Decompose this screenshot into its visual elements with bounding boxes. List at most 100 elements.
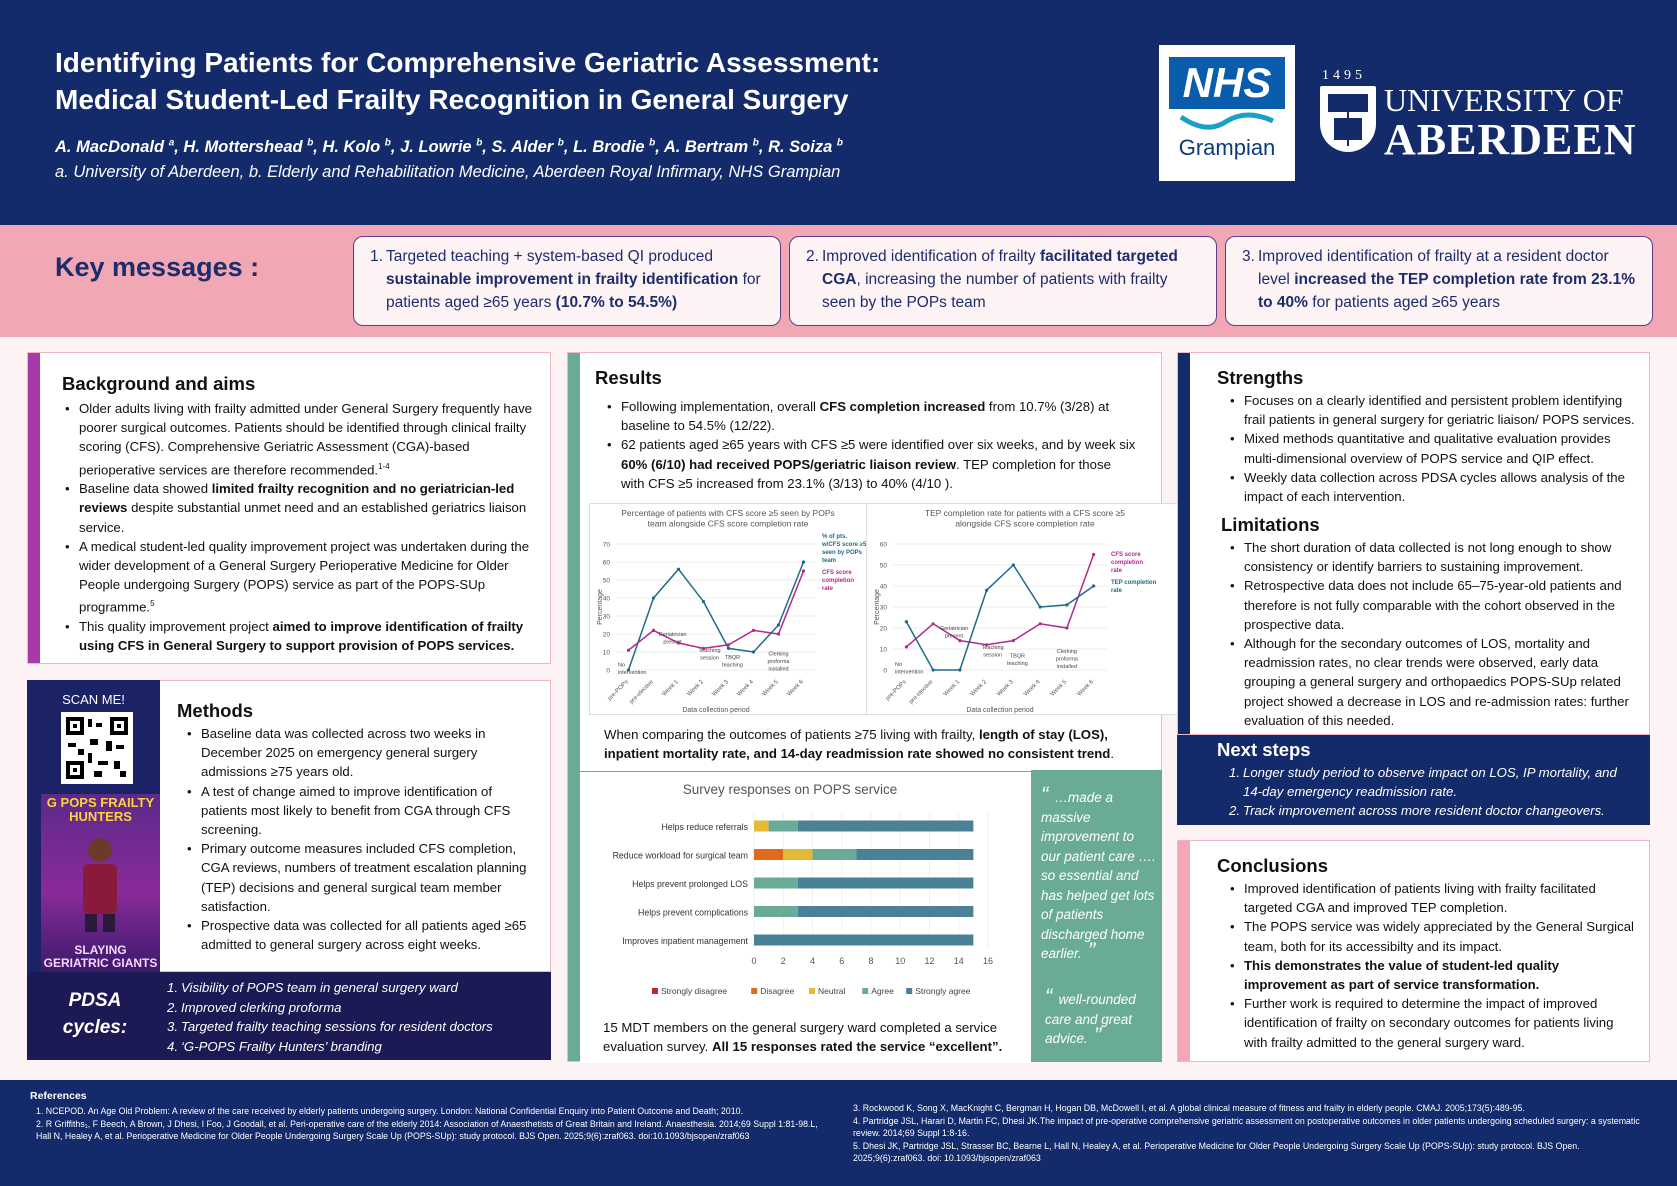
x-axis-label: Data collection period: [966, 707, 1033, 714]
x-axis-label: Data collection period: [682, 707, 749, 714]
pdsa-list: 1. Visibility of POPS team in general sur…: [167, 978, 493, 1056]
y-tick-label: 0: [883, 668, 887, 675]
pdsa-label: PDSA cycles:: [62, 990, 128, 1038]
y-tick-label: 60: [880, 542, 888, 549]
bar-segment: [812, 849, 857, 860]
x-tick-label: 6: [839, 956, 844, 966]
x-tick-label: 4: [810, 956, 815, 966]
x-tick-label: 8: [868, 956, 873, 966]
author-name: , H. Mottershead b: [174, 137, 314, 156]
x-tick-label: Week 5: [1050, 679, 1069, 698]
bar-segment: [797, 906, 974, 917]
data-point: [958, 668, 962, 672]
data-point: [1038, 622, 1042, 626]
author-name: , H. Kolo b: [313, 137, 391, 156]
data-point: [626, 648, 631, 652]
bar-segment: [754, 820, 769, 832]
bar-segment: [768, 820, 798, 832]
list-item: 4. ‘G-POPS Frailty Hunters’ branding: [167, 1038, 382, 1054]
nhs-grampian-text: Grampian: [1178, 135, 1276, 160]
data-point: [1011, 639, 1015, 643]
x-tick-label: Week 6: [1076, 679, 1095, 698]
series-line: [628, 570, 805, 651]
data-point: [776, 623, 781, 627]
data-point: [751, 628, 756, 632]
references-title: References: [30, 1090, 87, 1102]
author-list: A. MacDonald a, H. Mottershead b, H. Kol…: [55, 137, 843, 157]
chart-annotation: No intervention: [618, 662, 646, 676]
author-name: , L. Brodie b: [563, 137, 656, 156]
conclusions-title: Conclusions: [1217, 855, 1329, 876]
legend-swatch: [809, 988, 815, 994]
list-item: 62 patients aged ≥65 years with CFS ≥5 w…: [607, 435, 1137, 493]
chart-annotation: Teaching session: [982, 645, 1004, 659]
tep-line-chart: TEP completion rate for patients with a …: [874, 508, 1157, 714]
outcome-text: When comparing the outcomes of patients …: [604, 727, 1115, 762]
category-label: Reduce workload for surgical team: [613, 851, 748, 861]
next-steps-panel: Next steps 1. Longer study period to obse…: [1177, 735, 1650, 825]
qr-code[interactable]: [61, 712, 133, 784]
references-footer: References 1. NCEPOD. An Age Old Problem…: [0, 1080, 1677, 1186]
x-tick-label: Week 4: [736, 679, 755, 698]
list-item: Baseline data was collected across two w…: [187, 724, 535, 782]
data-point: [801, 569, 806, 573]
series-line: [627, 561, 805, 671]
data-point: [751, 650, 756, 654]
poster-title: Identifying Patients for Comprehensive G…: [55, 44, 1135, 118]
list-item: 3. Targeted frailty teaching sessions for…: [167, 1019, 493, 1034]
x-tick-label: 12: [924, 956, 934, 966]
frailty-hunters-poster-image: G POPS FRAILTY HUNTERS SLAYING GERIATRIC…: [41, 794, 160, 972]
data-point: [1065, 603, 1069, 607]
y-tick-label: 10: [880, 647, 888, 654]
quote-2: “ well-rounded care and great advice. ”: [1045, 984, 1136, 1048]
quotes-box: “ …made a massive improvement to our pat…: [1031, 770, 1162, 1062]
list-item: The short duration of data collected is …: [1230, 538, 1640, 576]
data-point: [1092, 584, 1096, 588]
methods-list: Baseline data was collected across two w…: [187, 724, 535, 954]
methods-title: Methods: [177, 700, 254, 721]
reference-item: 2. R Griffiths₁, F Beech, A Brown, J Dhe…: [36, 1118, 818, 1142]
category-label: Helps prevent complications: [638, 908, 749, 918]
background-title: Background and aims: [62, 373, 256, 394]
reference-item: 1. NCEPOD. An Age Old Problem: A review …: [36, 1106, 743, 1116]
line-charts-area: Percentage of patients with CFS score ≥5…: [589, 503, 1183, 715]
data-point: [676, 641, 681, 645]
x-tick-label: pre-elective: [908, 679, 935, 706]
legend-swatch: [906, 988, 913, 994]
y-tick-label: 40: [880, 584, 888, 591]
chart-annotation: Teaching session: [698, 648, 720, 662]
strengths-title: Strengths: [1217, 367, 1304, 388]
legend-entry: Disagree: [760, 986, 794, 996]
legend-entry: Strongly agree: [915, 986, 971, 996]
data-point: [651, 596, 656, 600]
list-item: Older adults living with frailty admitte…: [65, 399, 543, 479]
data-point: [1011, 563, 1015, 567]
reference-item: 4. Partridge JSL, Harari D, Martin FC, D…: [853, 1115, 1640, 1139]
reference-item: 5. Dhesi JK, Partridge JSL, Strasser BC,…: [853, 1140, 1580, 1164]
quote-1: “ …made a massive improvement to our pat…: [1041, 782, 1156, 963]
list-item: Further work is required to determine th…: [1230, 994, 1640, 1052]
x-tick-label: 10: [895, 956, 905, 966]
list-item: 2. Track improvement across more resident…: [1229, 803, 1605, 819]
x-tick-label: Week 2: [969, 679, 988, 698]
next-steps-list: 1. Longer study period to observe impact …: [1229, 763, 1639, 821]
title-line-1: Identifying Patients for Comprehensive G…: [55, 47, 881, 78]
data-point: [904, 620, 908, 624]
series-line: [905, 554, 1095, 648]
uoa-line-1: UNIVERSITY OF: [1384, 82, 1624, 118]
list-item: Prospective data was collected for all p…: [187, 916, 535, 954]
legend-entry: CFS score completion rate: [1111, 552, 1143, 574]
list-item: 2. Improved clerking proforma: [167, 999, 342, 1015]
list-item: A medical student-led quality improvemen…: [65, 537, 543, 617]
data-point: [1092, 552, 1096, 557]
y-tick-label: 40: [603, 596, 611, 603]
legend-entry: % of pts. w/CFS score ≥5 seen by POPs team: [821, 534, 866, 564]
y-tick-label: 60: [603, 560, 611, 567]
chart-annotation: No intervention: [895, 662, 923, 676]
x-tick-label: 16: [983, 956, 993, 966]
data-point: [676, 567, 681, 571]
list-item: Focuses on a clearly identified and pers…: [1230, 391, 1640, 429]
crest-icon: [1320, 86, 1376, 152]
key-message-1: 1. Targeted teaching + system-based QI p…: [353, 236, 781, 326]
pdsa-cycles-box: PDSA cycles: 1. Visibility of POPS team i…: [27, 972, 551, 1060]
